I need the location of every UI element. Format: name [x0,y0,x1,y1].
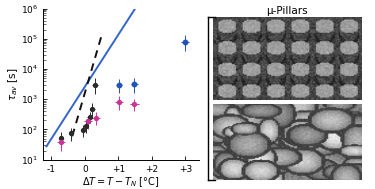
X-axis label: $\Delta T = T - T_N$ [°C]: $\Delta T = T - T_N$ [°C] [82,175,160,189]
Title: μ-Pillars: μ-Pillars [266,6,308,16]
Y-axis label: $\tau_{av}$ [s]: $\tau_{av}$ [s] [6,67,20,101]
